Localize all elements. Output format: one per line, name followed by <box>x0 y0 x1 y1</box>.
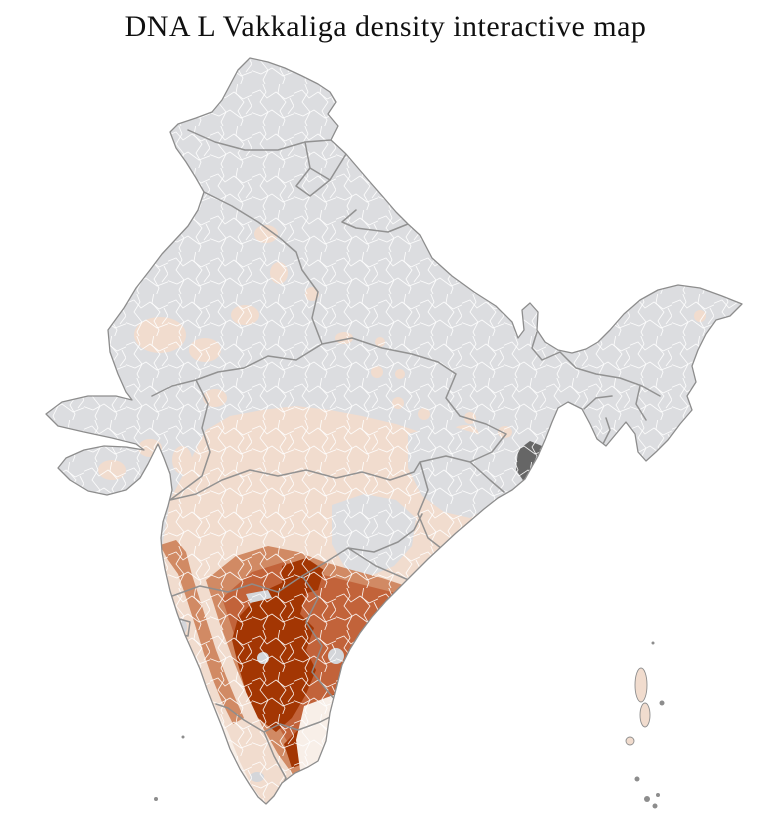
andaman-nicobar-islands[interactable] <box>625 641 665 809</box>
lakshadweep-islets[interactable] <box>154 735 185 802</box>
coastline-outline <box>45 57 743 805</box>
page-title: DNA L Vakkaliga density interactive map <box>124 10 647 43</box>
